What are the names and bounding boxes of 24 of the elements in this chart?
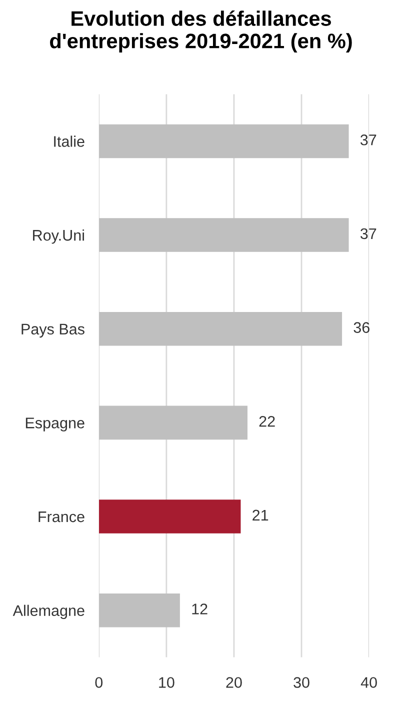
y-tick-label: Italie <box>54 136 84 147</box>
y-tick-label: Espagne <box>26 418 84 432</box>
data-label: 37 <box>360 228 376 240</box>
bar <box>98 312 342 346</box>
x-tick-label: 10 <box>159 677 174 688</box>
y-tick-label: Allemagne <box>12 604 84 620</box>
x-tick-label: 20 <box>226 677 242 688</box>
x-tick-label: 0 <box>95 677 103 688</box>
data-label: 22 <box>259 416 275 427</box>
bar <box>98 406 248 440</box>
y-tick-label: Pays Bas <box>22 324 84 338</box>
x-tick-label: 40 <box>360 677 377 688</box>
bar <box>98 124 349 158</box>
bar <box>98 218 349 252</box>
y-tick-label: Roy.Uni <box>33 230 84 244</box>
chart-title: Evolution des défaillances d'entreprises 2019-2021 (en %) <box>50 10 352 52</box>
bar <box>98 500 241 534</box>
bar <box>98 593 180 628</box>
data-label: 36 <box>354 322 370 333</box>
data-label: 21 <box>252 510 268 520</box>
data-label: 12 <box>192 604 208 614</box>
x-tick-label: 30 <box>294 677 310 688</box>
y-tick-label: France <box>38 512 84 522</box>
data-label: 37 <box>360 134 376 146</box>
